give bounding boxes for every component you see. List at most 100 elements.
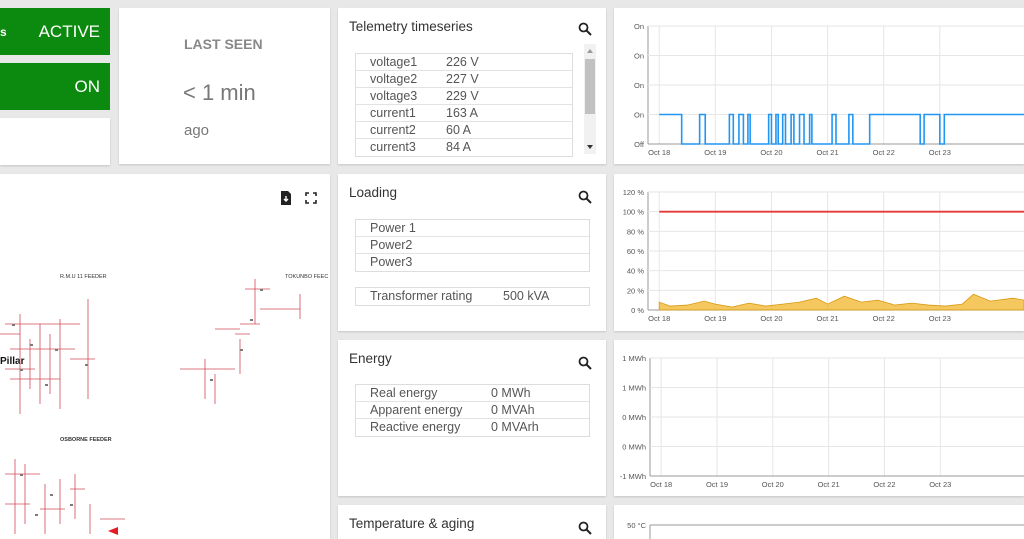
x-tick-label: Oct 23 (929, 314, 951, 323)
scrollbar-thumb[interactable] (585, 59, 595, 114)
temperature-chart-card: 50 °C (614, 505, 1024, 539)
table-row: voltage1 226 V (356, 54, 572, 71)
fullscreen-icon[interactable] (305, 192, 317, 204)
loading-chart: 0 % 20 % 40 % 60 % 80 % 100 % 120 % Oct 18 Oct 1… (623, 188, 1024, 323)
y-tick-label: -1 MWh (620, 472, 646, 481)
energy-card: Energy Real energy 0 MWh Apparent energy 0… (338, 340, 606, 496)
status-on-tile: ON (0, 63, 110, 110)
diagram-label-pillar: Pillar (0, 356, 25, 367)
row-key: Reactive energy (370, 420, 461, 434)
x-tick-label: Oct 19 (706, 480, 728, 489)
search-icon[interactable] (578, 190, 592, 204)
status-active-label: ACTIVE (38, 21, 100, 41)
x-tick-label: Oct 18 (650, 480, 672, 489)
x-tick-label: Oct 20 (760, 148, 782, 157)
row-value: 229 V (446, 89, 479, 103)
row-key: Transformer rating (370, 289, 473, 303)
table-row: Transformer rating 500 kVA (356, 288, 589, 305)
temperature-chart: 50 °C (627, 521, 1024, 539)
table-row: current1 163 A (356, 105, 572, 122)
table-row: Power3 (356, 254, 589, 271)
telemetry-scrollbar[interactable] (584, 44, 596, 154)
row-value: 500 kVA (503, 289, 550, 303)
row-key: current1 (370, 106, 416, 120)
search-icon[interactable] (578, 22, 592, 36)
row-key: Power2 (370, 238, 413, 252)
y-tick-label: 50 °C (627, 521, 646, 530)
row-value: 0 MWh (491, 386, 531, 400)
y-tick-label: 1 MWh (622, 354, 646, 363)
row-key: current2 (370, 123, 416, 137)
status-on-label: ON (74, 76, 101, 96)
y-tick-label: On (634, 81, 644, 90)
y-tick-label: On (634, 52, 644, 61)
file-download-icon[interactable] (280, 191, 292, 205)
loading-title: Loading (349, 185, 398, 200)
x-tick-label: Oct 20 (762, 480, 784, 489)
y-tick-label: On (634, 111, 644, 120)
row-key: current3 (370, 140, 416, 154)
energy-chart: -1 MWh 0 MWh 0 MWh 1 MWh 1 MWh Oct 18 Oct 19 Oc… (620, 354, 1024, 489)
y-tick-label: Off (634, 140, 645, 149)
x-tick-label: Oct 21 (818, 480, 840, 489)
status-timeseries-chart: Off On On On On Oct 18 Oct 19 Oct 20 Oct 21 Oct 2… (634, 22, 1024, 157)
x-tick-label: Oct 19 (704, 314, 726, 323)
table-row: Power2 (356, 237, 589, 254)
last-seen-title: LAST SEEN (184, 36, 263, 52)
scroll-down-icon[interactable] (584, 142, 596, 152)
last-seen-card: LAST SEEN < 1 min ago (119, 8, 330, 164)
series-area (658, 293, 1024, 311)
table-row: voltage3 229 V (356, 88, 572, 105)
row-key: voltage3 (370, 89, 418, 103)
diagram-label-tokunbo: TOKUNBO FEEC (285, 274, 329, 280)
y-tick-label: 0 MWh (622, 413, 646, 422)
search-icon[interactable] (578, 521, 592, 535)
energy-chart-card: -1 MWh 0 MWh 0 MWh 1 MWh 1 MWh Oct 18 Oct 19 Oc… (614, 340, 1024, 496)
row-key: Apparent energy (370, 403, 463, 417)
last-seen-value: < 1 min (183, 80, 256, 105)
status-active-tile: s ACTIVE (0, 8, 110, 55)
telemetry-table: voltage1 226 V voltage2 227 V voltage3 229 … (355, 53, 573, 157)
row-value: 227 V (446, 72, 479, 86)
row-key: voltage2 (370, 72, 418, 86)
series-line (659, 113, 1024, 145)
y-tick-label: 40 % (627, 267, 644, 276)
transformer-rating-table: Transformer rating 500 kVA (355, 287, 590, 306)
y-tick-label: 80 % (627, 227, 644, 236)
diagram-label-osborne: OSBORNE FEEDER (60, 437, 112, 443)
y-tick-label: 120 % (623, 188, 645, 197)
scroll-up-icon[interactable] (584, 46, 596, 56)
y-tick-label: 0 % (631, 306, 644, 315)
y-tick-label: 1 MWh (622, 384, 646, 393)
table-row: voltage2 227 V (356, 71, 572, 88)
table-row: current2 60 A (356, 122, 572, 139)
diagram-label-rmu: R.M.U 11 FEEDER (60, 274, 107, 280)
x-tick-label: Oct 23 (929, 480, 951, 489)
row-key: Power 1 (370, 221, 416, 235)
row-value: 226 V (446, 55, 479, 69)
x-tick-label: Oct 18 (648, 148, 670, 157)
table-row: Reactive energy 0 MVArh (356, 419, 589, 436)
row-key: Real energy (370, 386, 438, 400)
table-row: Apparent energy 0 MVAh (356, 402, 589, 419)
x-tick-label: Oct 22 (873, 480, 895, 489)
last-seen-suffix: ago (184, 122, 210, 139)
loading-table: Power 1 Power2 Power3 (355, 219, 590, 272)
status-partial-label: s (0, 24, 7, 39)
telemetry-title: Telemetry timeseries (349, 19, 473, 34)
row-value: 60 A (446, 123, 472, 137)
status-timeseries-card: Off On On On On Oct 18 Oct 19 Oct 20 Oct 21 Oct 2… (614, 8, 1024, 164)
x-tick-label: Oct 21 (817, 314, 839, 323)
x-tick-label: Oct 21 (817, 148, 839, 157)
row-value: 163 A (446, 106, 478, 120)
row-value: 0 MVAh (491, 403, 535, 417)
blank-card (0, 118, 110, 165)
y-tick-label: 20 % (627, 286, 644, 295)
telemetry-card: Telemetry timeseries voltage1 226 V volta… (338, 8, 606, 164)
y-tick-label: 0 MWh (622, 443, 646, 452)
table-row: Power 1 (356, 220, 589, 237)
temperature-card: Temperature & aging (338, 505, 606, 539)
search-icon[interactable] (578, 356, 592, 370)
x-tick-label: Oct 22 (873, 148, 895, 157)
x-tick-label: Oct 19 (704, 148, 726, 157)
